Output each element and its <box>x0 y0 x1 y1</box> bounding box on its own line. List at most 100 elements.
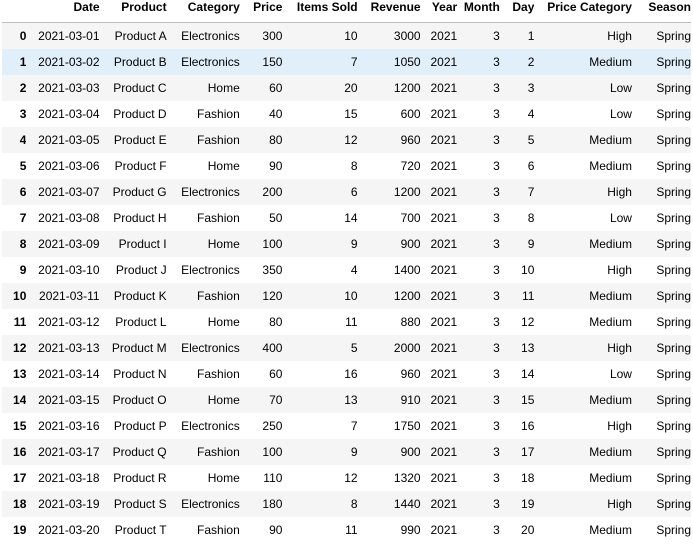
year-cell: 2021 <box>430 81 458 95</box>
row-index: 18 <box>13 497 27 511</box>
revenue-cell: 880 <box>400 315 421 329</box>
product-col-header: Product <box>121 0 167 14</box>
table-row: 16 2021-03-17 Product Q Fashion 100 9 900 2021 3… <box>2 439 691 465</box>
revenue-cell: 1440 <box>393 497 421 511</box>
category-cell: Fashion <box>197 367 240 381</box>
season-cell: Spring <box>656 29 691 43</box>
date-cell: 2021-03-11 <box>39 289 100 303</box>
revenue-cell: 1050 <box>393 55 421 69</box>
revenue-cell: 600 <box>400 107 421 121</box>
product-cell: Product B <box>113 55 167 69</box>
year-cell: 2021 <box>430 185 458 199</box>
revenue-cell: 1200 <box>393 81 421 95</box>
category-cell: Fashion <box>197 107 240 121</box>
revenue-cell: 1200 <box>393 289 421 303</box>
row-index: 4 <box>19 133 27 147</box>
product-cell: Product M <box>111 341 167 355</box>
category-cell: Electronics <box>181 341 240 355</box>
price-category-cell: Medium <box>589 315 632 329</box>
product-cell: Product N <box>113 367 167 381</box>
date-cell: 2021-03-13 <box>38 341 100 355</box>
price-category-col-header: Price Category <box>547 0 632 14</box>
category-cell: Home <box>207 159 240 173</box>
season-cell: Spring <box>656 315 691 329</box>
year-cell: 2021 <box>430 263 458 277</box>
date-cell: 2021-03-09 <box>38 237 100 251</box>
price-category-cell: High <box>607 419 632 433</box>
revenue-cell: 910 <box>400 393 421 407</box>
category-cell: Fashion <box>197 289 240 303</box>
date-cell: 2021-03-16 <box>38 419 100 433</box>
season-cell: Spring <box>656 237 691 251</box>
month-cell: 3 <box>493 263 500 277</box>
year-cell: 2021 <box>430 237 458 251</box>
date-cell: 2021-03-15 <box>38 393 100 407</box>
date-cell: 2021-03-14 <box>38 367 100 381</box>
category-cell: Fashion <box>197 523 240 537</box>
price-category-cell: High <box>607 185 632 199</box>
year-cell: 2021 <box>430 29 458 43</box>
items-sold-cell: 9 <box>350 237 358 251</box>
season-cell: Spring <box>656 289 691 303</box>
price-col-header: Price <box>253 0 283 14</box>
revenue-cell: 700 <box>400 211 421 225</box>
row-index: 15 <box>13 419 27 433</box>
category-cell: Electronics <box>181 497 240 511</box>
table-row: 12 2021-03-13 Product M Electronics 400 5 2000… <box>2 335 691 361</box>
date-cell: 2021-03-03 <box>38 81 100 95</box>
year-cell: 2021 <box>430 497 458 511</box>
season-cell: Spring <box>656 55 691 69</box>
product-cell: Product D <box>113 107 167 121</box>
price-cell: 90 <box>269 523 283 537</box>
category-cell: Fashion <box>197 445 240 459</box>
date-cell: 2021-03-10 <box>38 263 100 277</box>
price-category-cell: Medium <box>589 445 632 459</box>
price-cell: 90 <box>269 159 283 173</box>
price-cell: 150 <box>262 55 283 69</box>
month-cell: 3 <box>493 81 500 95</box>
year-cell: 2021 <box>430 419 458 433</box>
season-cell: Spring <box>656 211 691 225</box>
items-sold-cell: 6 <box>350 185 358 199</box>
category-cell: Fashion <box>197 133 240 147</box>
month-cell: 3 <box>493 159 500 173</box>
month-cell: 3 <box>493 185 500 199</box>
day-cell: 19 <box>521 497 535 511</box>
day-cell: 15 <box>521 393 535 407</box>
row-index: 2 <box>19 81 27 95</box>
price-category-cell: Medium <box>589 55 632 69</box>
table-row: 2 2021-03-03 Product C Home 60 20 1200 2021 3 3 Lo… <box>2 75 691 101</box>
row-index: 0 <box>19 29 27 43</box>
season-cell: Spring <box>656 497 691 511</box>
month-cell: 3 <box>493 393 500 407</box>
product-cell: Product E <box>113 133 167 147</box>
table-row: 18 2021-03-19 Product S Electronics 180 8 1440… <box>2 491 691 517</box>
table-header: Date Product Category Price Items Sold Revenu… <box>2 0 691 23</box>
items-sold-cell: 12 <box>344 133 358 147</box>
row-index: 9 <box>19 263 27 277</box>
category-cell: Home <box>207 471 240 485</box>
year-cell: 2021 <box>430 211 458 225</box>
date-cell: 2021-03-19 <box>38 497 100 511</box>
price-category-cell: High <box>607 341 632 355</box>
price-cell: 100 <box>262 445 283 459</box>
header-row: Date Product Category Price Items Sold Revenu… <box>2 0 691 23</box>
date-cell: 2021-03-12 <box>38 315 100 329</box>
month-cell: 3 <box>493 289 500 303</box>
price-cell: 250 <box>262 419 283 433</box>
price-category-cell: Low <box>609 107 632 121</box>
month-cell: 3 <box>493 315 500 329</box>
year-cell: 2021 <box>430 341 458 355</box>
price-cell: 80 <box>269 315 283 329</box>
price-cell: 80 <box>269 133 283 147</box>
month-cell: 3 <box>493 29 500 43</box>
price-cell: 60 <box>269 367 283 381</box>
month-col-header: Month <box>463 0 500 14</box>
day-cell: 8 <box>527 211 535 225</box>
category-cell: Home <box>207 315 240 329</box>
product-cell: Product T <box>114 523 167 537</box>
table-row: 5 2021-03-06 Product F Home 90 8 720 2021 3 6 Medi… <box>2 153 691 179</box>
year-cell: 2021 <box>430 133 458 147</box>
items-sold-cell: 5 <box>350 341 358 355</box>
row-index: 7 <box>19 211 27 225</box>
